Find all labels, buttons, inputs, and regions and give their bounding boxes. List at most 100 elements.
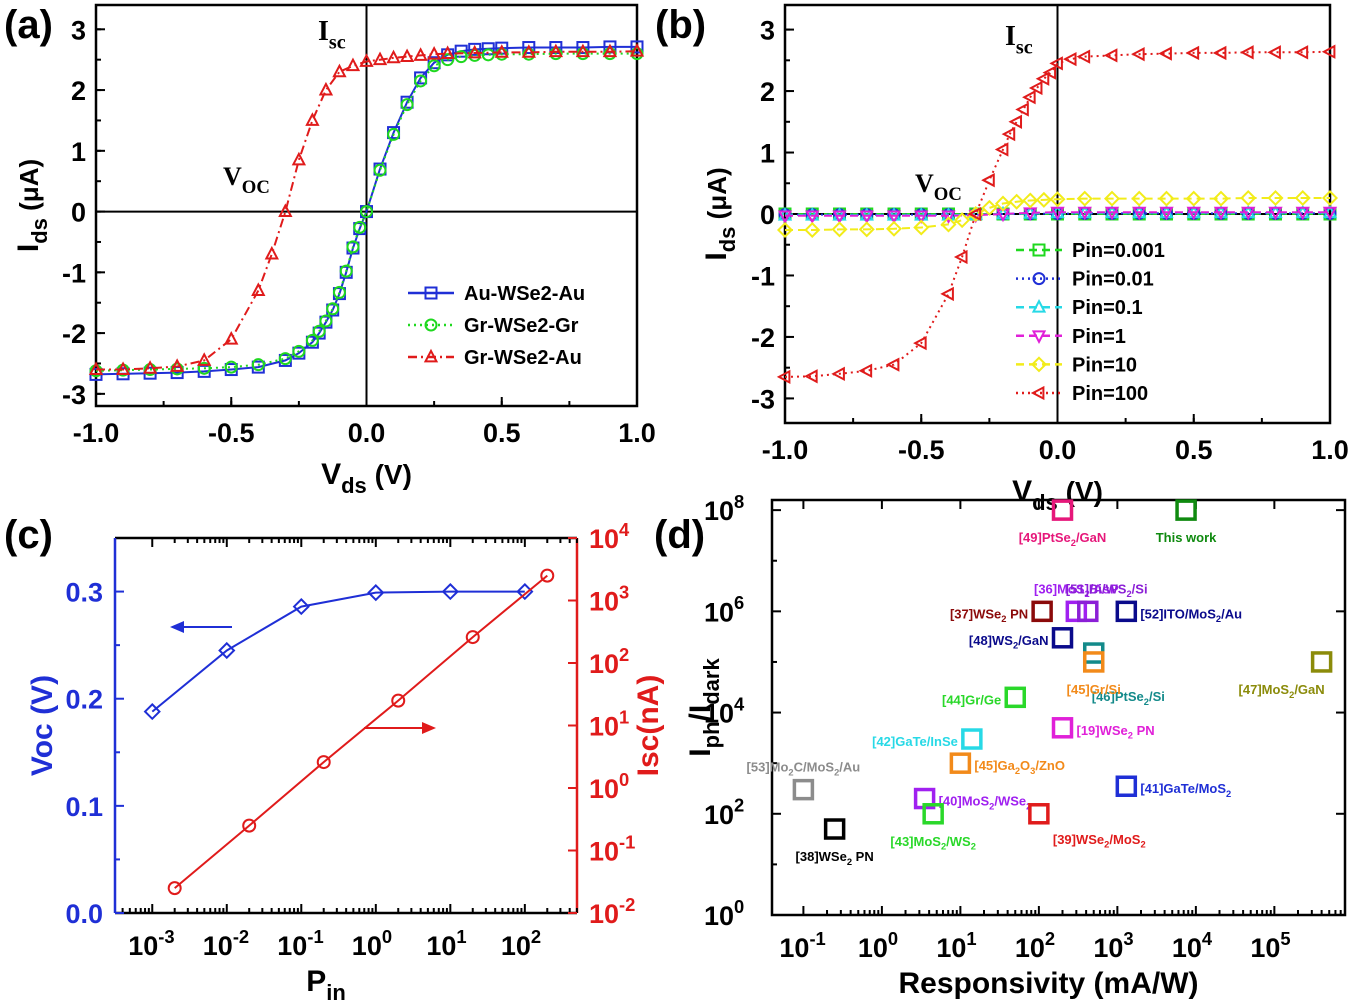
isc-annotation: Isc	[318, 16, 346, 53]
tick-base: 10	[779, 933, 809, 963]
data-marker	[1267, 190, 1284, 207]
data-point	[792, 778, 815, 801]
panel-label: (d)	[654, 513, 705, 557]
data-marker	[575, 43, 591, 58]
x-tick-label: 10-2	[203, 926, 249, 961]
text-part: /Au	[1221, 606, 1242, 621]
x-axis-title: Pin	[306, 965, 346, 1000]
data-marker	[1077, 206, 1092, 221]
data-marker	[777, 207, 793, 221]
y-tick-label: 3	[760, 16, 775, 46]
y-left-tick-label: 0.1	[65, 792, 103, 822]
text-part: C/MoS	[794, 760, 835, 775]
y-right-tick-label: 104	[589, 519, 630, 554]
series-line	[95, 52, 637, 372]
data-marker	[521, 44, 536, 58]
text-part: PN	[1006, 606, 1028, 621]
text-part: [45]Ga	[974, 758, 1015, 773]
tick-base: 10	[501, 931, 531, 961]
data-marker	[1001, 126, 1016, 142]
data-marker	[339, 264, 353, 278]
subscript: 2	[1126, 589, 1131, 599]
data-marker	[386, 49, 401, 64]
point-label: [42]GaTe/InSe	[872, 734, 958, 749]
tick-base: 10	[589, 837, 619, 867]
voc-annotation: VOC	[915, 169, 962, 205]
x-tick-label: 10-1	[779, 928, 825, 963]
subscript: 2	[1216, 614, 1221, 624]
data-marker	[940, 216, 957, 233]
subscript: 2	[971, 842, 976, 852]
y-right-tick-label: 100	[589, 769, 629, 804]
data-point	[949, 752, 972, 774]
data-marker	[913, 335, 927, 351]
text-part: [52]ITO/MoS	[1140, 606, 1216, 621]
data-marker	[1131, 190, 1148, 207]
y-tick-label: -1	[751, 261, 775, 291]
panel-label: (a)	[4, 3, 53, 47]
panel-label-open: (	[4, 513, 18, 557]
data-marker	[465, 630, 480, 645]
data-marker	[441, 582, 459, 601]
data-marker	[1185, 190, 1202, 207]
tick-base: 10	[426, 931, 456, 961]
tick-base: 10	[704, 597, 734, 627]
tick-exponent: -2	[233, 926, 249, 947]
point-label: [48]WS2/GaN	[969, 633, 1049, 651]
subscript: 2	[1104, 840, 1109, 850]
tick-exponent: 1	[966, 928, 976, 949]
data-marker	[316, 755, 331, 770]
text-part: [36]MoS	[1034, 581, 1085, 596]
data-marker	[804, 369, 818, 384]
data-point	[1115, 600, 1138, 623]
subscript: sc	[1016, 36, 1033, 58]
tick-base: 10	[936, 933, 966, 963]
y-tick-label: 106	[704, 592, 744, 627]
data-marker	[264, 245, 279, 260]
data-point	[823, 818, 846, 840]
tick-base: 10	[589, 524, 619, 554]
tick-exponent: -1	[809, 928, 825, 949]
data-marker	[1322, 206, 1338, 221]
data-marker	[224, 330, 239, 345]
tick-base: 10	[704, 699, 734, 729]
y-tick-label: 3	[71, 15, 86, 45]
text-part: [41]GaTe/MoS	[1140, 781, 1226, 796]
data-marker	[859, 207, 874, 221]
subscript: 2	[1128, 731, 1133, 741]
text-part: V	[915, 169, 934, 198]
panel-c: 10-3 10-2 10-1 100 101 1020.00.10.20.310-210-…	[4, 513, 665, 1000]
panel-label-letter: c	[17, 513, 39, 557]
tick-exponent: 8	[734, 491, 744, 512]
data-marker	[359, 53, 374, 67]
point-label: [37]WSe2 PN	[950, 606, 1028, 624]
point-label: [36]MoS2/AsP	[1034, 581, 1119, 599]
data-marker	[278, 352, 292, 366]
data-marker	[831, 221, 848, 238]
tick-exponent: -2	[619, 894, 635, 915]
data-marker	[427, 59, 441, 73]
text-part: V	[223, 162, 242, 191]
text-part: /GaN	[1076, 530, 1106, 545]
subscript: 2	[1071, 538, 1076, 548]
tick-base: 10	[277, 931, 307, 961]
data-marker	[1015, 102, 1029, 117]
tick-exponent: 0	[888, 928, 898, 949]
tick-base: 10	[589, 587, 619, 617]
point-label: [44]Gr/Ge	[942, 692, 1001, 707]
tick-exponent: 2	[1045, 928, 1055, 949]
tick-exponent: 4	[619, 519, 630, 540]
legend-label: Pin=10	[1072, 354, 1137, 376]
legend-label: Pin=100	[1072, 383, 1148, 405]
point-label: [51]Bi/WS2/Si	[1066, 581, 1148, 599]
text-part: I	[1005, 21, 1016, 52]
x-axis-title: Vds (V)	[321, 458, 412, 498]
x-tick-label: 10-1	[277, 926, 323, 961]
point-label: [38]WSe2 PN	[796, 849, 874, 867]
tick-exponent: -3	[158, 926, 174, 947]
y-right-tick-label: 103	[589, 581, 629, 616]
data-marker	[1049, 56, 1063, 71]
series-line	[785, 197, 1330, 231]
data-marker	[886, 207, 902, 221]
subscript: 2	[1013, 641, 1018, 651]
